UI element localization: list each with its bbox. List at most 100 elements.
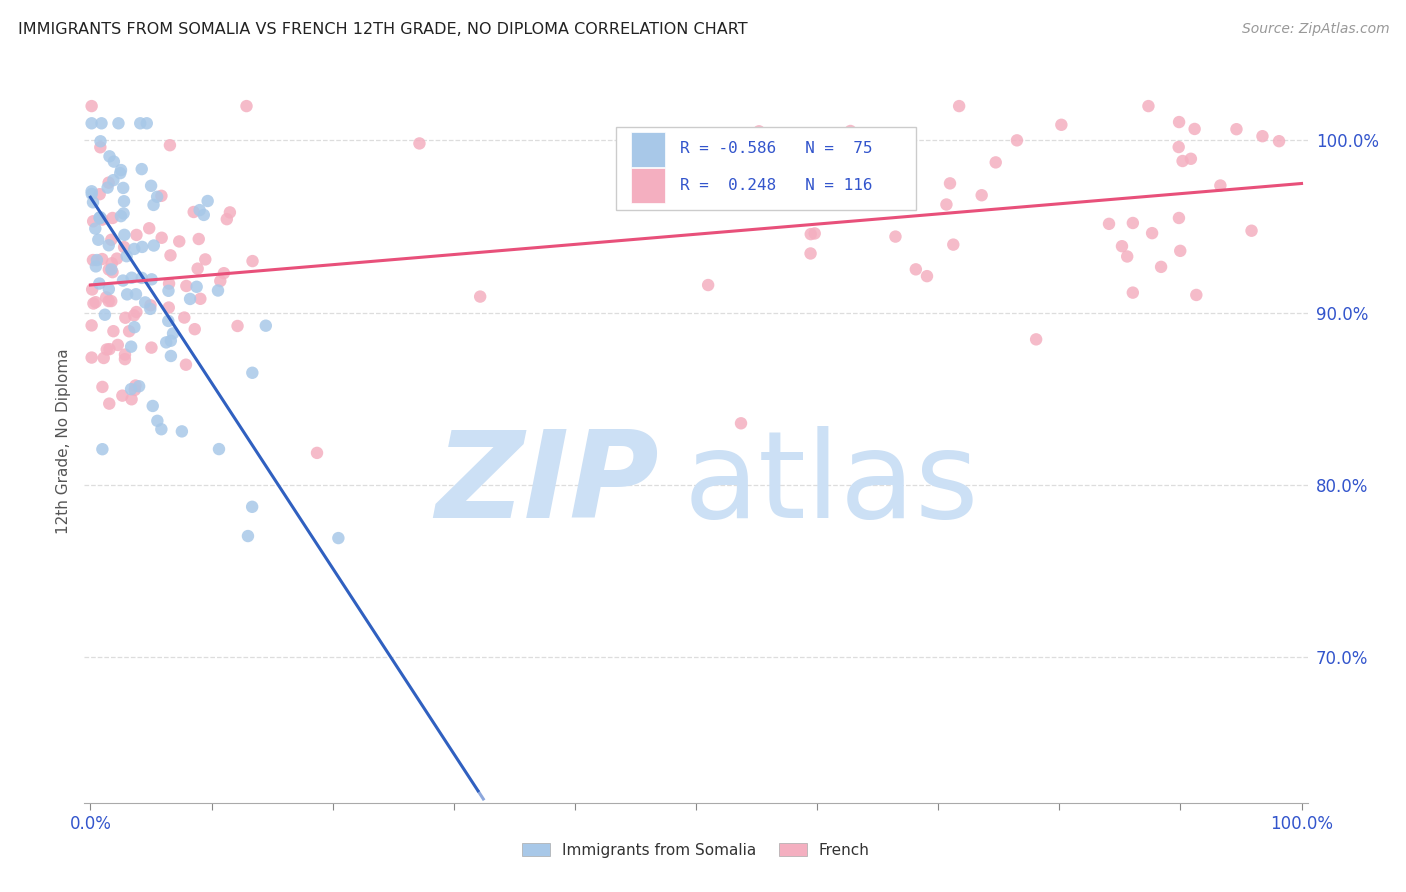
- Point: [942, 237, 965, 252]
- Point: [93, 351, 115, 365]
- Point: [80, 186, 103, 201]
- Point: [115, 249, 138, 263]
- Point: [1167, 140, 1189, 154]
- Point: [125, 227, 148, 242]
- Point: [98, 396, 121, 410]
- Point: [240, 366, 263, 380]
- Text: ZIP: ZIP: [436, 426, 659, 543]
- Point: [157, 314, 180, 328]
- Point: [124, 320, 146, 334]
- Point: [1122, 216, 1144, 230]
- Point: [150, 231, 173, 245]
- Point: [108, 166, 131, 180]
- Point: [84, 221, 107, 235]
- Point: [803, 227, 825, 241]
- Point: [120, 340, 142, 354]
- Point: [97, 238, 120, 252]
- Point: [80, 184, 103, 198]
- Point: [142, 399, 165, 413]
- Point: [112, 194, 135, 209]
- Point: [135, 116, 157, 130]
- Point: [970, 188, 993, 202]
- Point: [129, 116, 152, 130]
- Point: [125, 287, 148, 301]
- Point: [1116, 250, 1139, 264]
- Point: [112, 181, 135, 195]
- Point: [80, 99, 103, 113]
- Point: [131, 240, 153, 254]
- Text: atlas: atlas: [683, 426, 980, 543]
- Point: [170, 425, 193, 439]
- Point: [470, 290, 492, 304]
- Point: [183, 205, 205, 219]
- Point: [142, 198, 165, 212]
- Point: [134, 295, 156, 310]
- Point: [87, 233, 110, 247]
- FancyBboxPatch shape: [631, 132, 665, 167]
- Y-axis label: 12th Grade, No Diploma: 12th Grade, No Diploma: [56, 349, 72, 534]
- Point: [141, 272, 163, 286]
- Point: [101, 211, 124, 225]
- Point: [89, 211, 111, 226]
- Point: [124, 383, 146, 397]
- Point: [131, 162, 153, 177]
- Point: [212, 266, 235, 280]
- Point: [125, 305, 148, 319]
- Point: [159, 334, 181, 348]
- Point: [242, 254, 264, 268]
- Point: [103, 324, 125, 338]
- Point: [904, 262, 927, 277]
- Point: [89, 277, 111, 291]
- Point: [1168, 211, 1191, 225]
- Point: [146, 414, 169, 428]
- Point: [105, 252, 128, 266]
- Point: [741, 178, 763, 193]
- Point: [883, 195, 905, 210]
- Point: [97, 176, 120, 190]
- Point: [884, 229, 907, 244]
- FancyBboxPatch shape: [616, 128, 917, 211]
- Point: [122, 242, 145, 256]
- Point: [96, 343, 118, 357]
- Point: [160, 349, 183, 363]
- Point: [1140, 226, 1163, 240]
- Point: [226, 318, 249, 333]
- Point: [96, 290, 118, 304]
- Point: [122, 309, 145, 323]
- Point: [82, 195, 104, 210]
- Point: [114, 352, 136, 367]
- Point: [107, 338, 129, 352]
- Point: [98, 149, 121, 163]
- Point: [142, 238, 165, 252]
- Point: [236, 529, 259, 543]
- Point: [110, 209, 132, 223]
- Point: [101, 265, 124, 279]
- Point: [186, 279, 208, 293]
- Point: [98, 342, 121, 356]
- Point: [110, 163, 132, 178]
- Point: [114, 310, 136, 325]
- Point: [1050, 118, 1073, 132]
- Point: [100, 262, 122, 277]
- Point: [146, 190, 169, 204]
- Point: [155, 335, 177, 350]
- Point: [103, 173, 125, 187]
- Point: [194, 252, 217, 267]
- Point: [150, 422, 173, 436]
- Point: [82, 296, 104, 310]
- Point: [80, 351, 103, 365]
- Point: [235, 99, 257, 113]
- Point: [939, 177, 962, 191]
- Point: [193, 208, 215, 222]
- Point: [896, 175, 918, 189]
- Point: [187, 232, 209, 246]
- Text: R =  0.248   N = 116: R = 0.248 N = 116: [681, 178, 873, 193]
- Point: [207, 284, 229, 298]
- Point: [915, 269, 938, 284]
- Point: [219, 205, 242, 219]
- Point: [215, 212, 238, 227]
- Point: [184, 322, 207, 336]
- Point: [131, 271, 153, 285]
- Point: [84, 260, 107, 274]
- Point: [1168, 115, 1191, 129]
